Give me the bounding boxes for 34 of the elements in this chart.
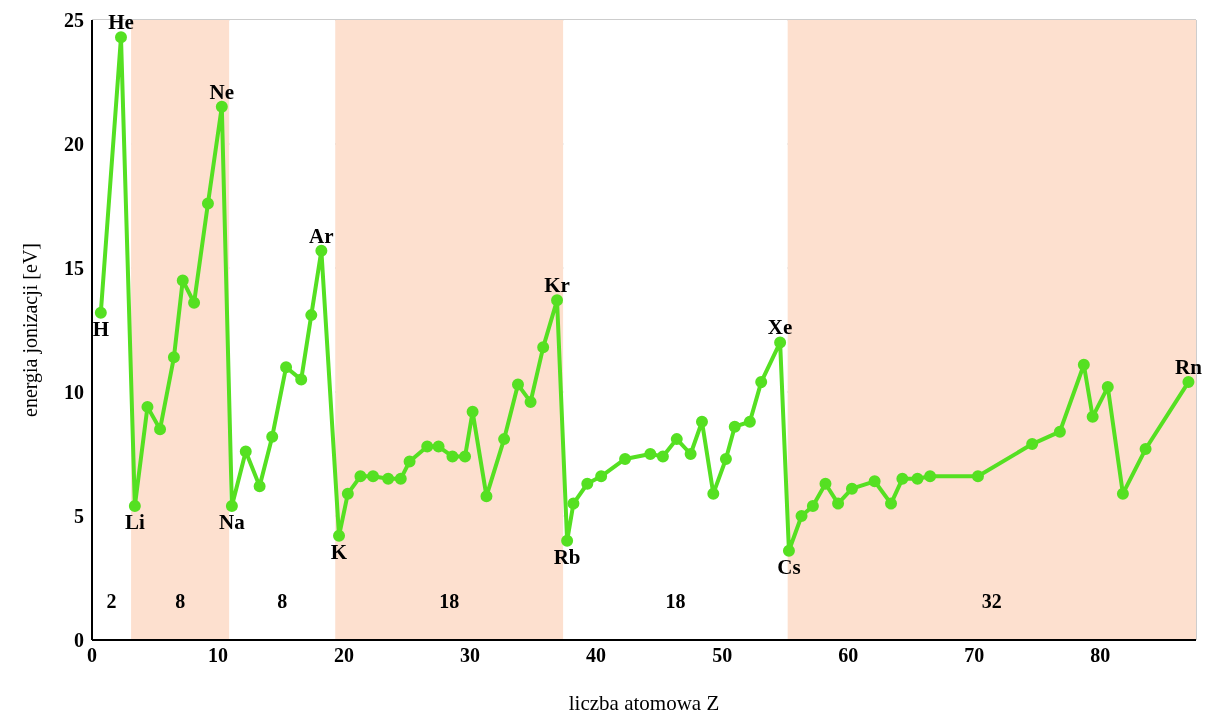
band-label: 8 xyxy=(175,590,186,612)
y-tick-label: 10 xyxy=(64,381,84,404)
annotation: H xyxy=(92,316,109,341)
band-label: 32 xyxy=(981,590,1002,612)
x-tick-label: 80 xyxy=(1090,644,1111,667)
annotation: Ar xyxy=(309,223,334,248)
x-axis-title: liczba atomowa Z xyxy=(568,691,720,715)
annotation: Na xyxy=(219,509,246,534)
x-tick-label: 40 xyxy=(586,644,607,667)
x-tick-label: 60 xyxy=(838,644,859,667)
annotation: Xe xyxy=(767,315,793,340)
y-tick-label: 5 xyxy=(74,505,84,528)
annotation: Kr xyxy=(544,273,570,298)
y-tick-label: 25 xyxy=(64,9,84,32)
y-axis-title: energia jonizacji [eV] xyxy=(19,243,43,417)
band-label: 8 xyxy=(277,590,288,612)
annotation: Li xyxy=(124,509,145,534)
annotation: K xyxy=(330,539,348,564)
x-tick-label: 70 xyxy=(964,644,985,667)
annotation: Rb xyxy=(553,544,581,569)
band-label: 18 xyxy=(665,590,686,612)
y-tick-label: 15 xyxy=(64,257,84,280)
y-tick-label: 0 xyxy=(74,629,84,652)
band-label: 2 xyxy=(106,590,117,612)
band-label: 18 xyxy=(439,590,460,612)
x-tick-label: 30 xyxy=(460,644,481,667)
y-tick-label: 20 xyxy=(64,133,84,156)
annotation: Rn xyxy=(1175,355,1203,380)
annotation: He xyxy=(108,10,134,35)
annotation: Ne xyxy=(209,79,235,104)
annotation: Cs xyxy=(777,554,801,579)
x-tick-label: 10 xyxy=(208,644,229,667)
x-tick-label: 50 xyxy=(712,644,733,667)
x-tick-label: 20 xyxy=(334,644,355,667)
